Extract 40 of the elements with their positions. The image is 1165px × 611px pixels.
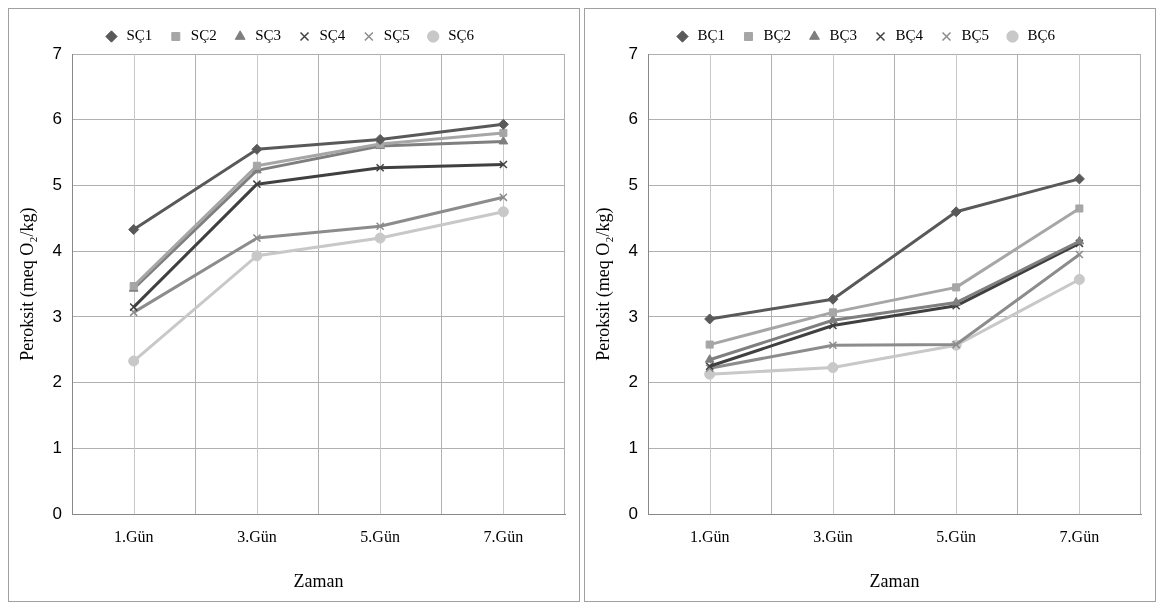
legend-label: BÇ4 bbox=[895, 27, 924, 44]
legend-label: BÇ6 bbox=[1027, 27, 1056, 44]
y-tick-label: 5 bbox=[52, 175, 63, 195]
x-tick-label: 1.Gün bbox=[113, 528, 154, 545]
y-axis-title: Peroksit (meq O₂/kg) bbox=[16, 207, 38, 361]
legend-label: BÇ1 bbox=[697, 27, 725, 44]
y-tick-label: 3 bbox=[628, 306, 639, 326]
y-tick-label: 0 bbox=[52, 503, 63, 523]
legend-label: SÇ3 bbox=[255, 27, 282, 44]
y-tick-label: 7 bbox=[52, 43, 63, 63]
x-tick-label: 5.Gün bbox=[936, 528, 976, 545]
x-axis-title: Zaman bbox=[869, 570, 920, 591]
x-tick-label: 7.Gün bbox=[1059, 528, 1100, 545]
x-tick-label: 5.Gün bbox=[360, 528, 400, 545]
legend-label: BÇ3 bbox=[829, 27, 858, 44]
x-axis-title: Zaman bbox=[293, 570, 344, 591]
y-tick-label: 1 bbox=[628, 438, 639, 458]
y-tick-label: 6 bbox=[628, 109, 639, 129]
y-tick-label: 2 bbox=[52, 372, 63, 392]
y-tick-label: 0 bbox=[628, 503, 639, 523]
y-tick-label: 5 bbox=[628, 175, 639, 195]
legend-label: SÇ4 bbox=[319, 27, 346, 44]
y-tick-label: 2 bbox=[628, 372, 639, 392]
x-tick-label: 1.Gün bbox=[689, 528, 730, 545]
legend-label: BÇ2 bbox=[763, 27, 791, 44]
x-tick-label: 7.Gün bbox=[483, 528, 524, 545]
x-tick-label: 3.Gün bbox=[813, 528, 853, 545]
y-tick-label: 7 bbox=[628, 43, 639, 63]
legend-label: SÇ6 bbox=[448, 27, 475, 44]
legend-label: SÇ2 bbox=[190, 27, 217, 44]
legend-label: SÇ1 bbox=[126, 27, 153, 44]
y-axis-title: Peroksit (meq O₂/kg) bbox=[592, 207, 614, 361]
x-tick-label: 3.Gün bbox=[237, 528, 277, 545]
legend-label: BÇ5 bbox=[961, 27, 990, 44]
y-tick-label: 4 bbox=[52, 240, 63, 260]
y-tick-label: 1 bbox=[52, 438, 63, 458]
y-tick-label: 6 bbox=[52, 109, 63, 129]
y-tick-label: 3 bbox=[52, 306, 63, 326]
legend-label: SÇ5 bbox=[383, 27, 410, 44]
y-tick-label: 4 bbox=[628, 240, 639, 260]
